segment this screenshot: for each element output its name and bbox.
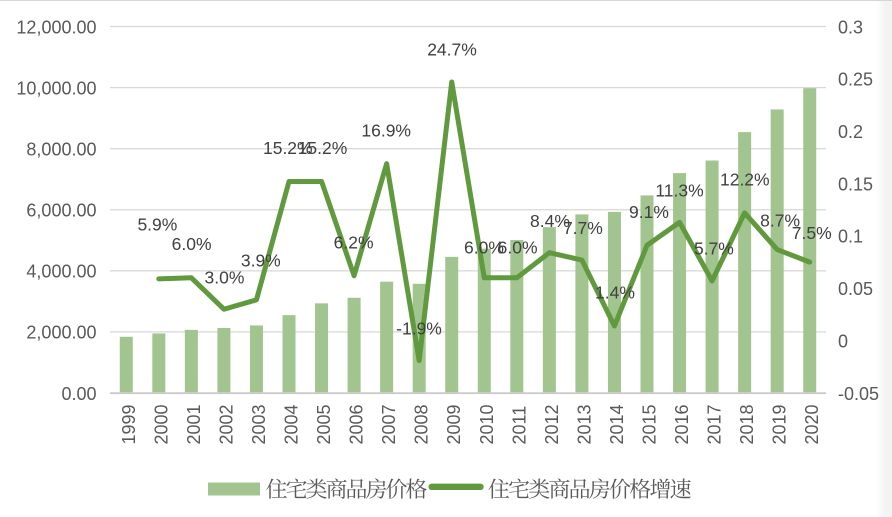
svg-text:2,000.00: 2,000.00 (26, 323, 96, 343)
svg-text:5.9%: 5.9% (137, 214, 177, 234)
svg-text:0.15: 0.15 (838, 174, 873, 194)
svg-text:1.4%: 1.4% (595, 282, 635, 302)
svg-text:0.3: 0.3 (838, 17, 863, 37)
svg-text:3.0%: 3.0% (205, 267, 245, 287)
svg-text:-0.05: -0.05 (838, 384, 879, 404)
svg-text:8.7%: 8.7% (760, 210, 800, 230)
svg-text:15.2%: 15.2% (263, 138, 313, 158)
svg-text:24.7%: 24.7% (427, 40, 477, 60)
svg-text:8.4%: 8.4% (530, 211, 570, 231)
svg-text:7.5%: 7.5% (792, 223, 832, 243)
svg-text:0.2: 0.2 (838, 122, 863, 142)
svg-text:0.1: 0.1 (838, 227, 863, 247)
svg-text:2005: 2005 (314, 404, 334, 444)
svg-text:2018: 2018 (737, 404, 757, 444)
svg-text:8,000.00: 8,000.00 (26, 139, 96, 159)
svg-text:0: 0 (838, 331, 848, 351)
svg-text:2009: 2009 (444, 404, 464, 444)
svg-text:12.2%: 12.2% (720, 169, 770, 189)
svg-text:2010: 2010 (477, 404, 497, 444)
svg-text:12,000.00: 12,000.00 (16, 17, 96, 37)
svg-text:16.9%: 16.9% (361, 120, 411, 140)
svg-text:2001: 2001 (184, 404, 204, 444)
svg-text:2006: 2006 (347, 404, 367, 444)
svg-text:2004: 2004 (282, 404, 302, 444)
svg-text:0.25: 0.25 (838, 70, 873, 90)
svg-text:6.2%: 6.2% (334, 232, 374, 252)
svg-text:2007: 2007 (379, 404, 399, 444)
svg-text:2012: 2012 (542, 404, 562, 444)
svg-text:3.9%: 3.9% (241, 250, 281, 270)
svg-text:10,000.00: 10,000.00 (16, 78, 96, 98)
svg-text:2002: 2002 (216, 404, 236, 444)
svg-text:11.3%: 11.3% (655, 180, 703, 200)
svg-text:0.00: 0.00 (61, 384, 96, 404)
svg-text:2019: 2019 (770, 404, 790, 444)
svg-text:2003: 2003 (249, 404, 269, 444)
svg-text:15.2%: 15.2% (298, 138, 348, 158)
svg-text:2013: 2013 (574, 404, 594, 444)
svg-text:2020: 2020 (802, 404, 822, 444)
svg-text:2014: 2014 (607, 404, 627, 444)
svg-text:0.05: 0.05 (838, 279, 873, 299)
svg-text:9.1%: 9.1% (629, 202, 669, 222)
svg-text:1999: 1999 (119, 404, 139, 444)
svg-text:-1.9%: -1.9% (396, 318, 442, 338)
svg-text:2015: 2015 (640, 404, 660, 444)
svg-text:4,000.00: 4,000.00 (26, 262, 96, 282)
svg-text:6.0%: 6.0% (172, 234, 212, 254)
svg-text:6.0%: 6.0% (464, 237, 504, 257)
svg-text:2000: 2000 (151, 404, 171, 444)
svg-text:6.0%: 6.0% (498, 237, 538, 257)
svg-text:2017: 2017 (705, 404, 725, 444)
svg-text:2011: 2011 (509, 406, 529, 445)
svg-text:2016: 2016 (672, 404, 692, 444)
svg-text:5.7%: 5.7% (694, 239, 734, 259)
svg-text:7.7%: 7.7% (563, 218, 603, 238)
svg-text:2008: 2008 (412, 404, 432, 444)
svg-text:6,000.00: 6,000.00 (26, 201, 96, 221)
